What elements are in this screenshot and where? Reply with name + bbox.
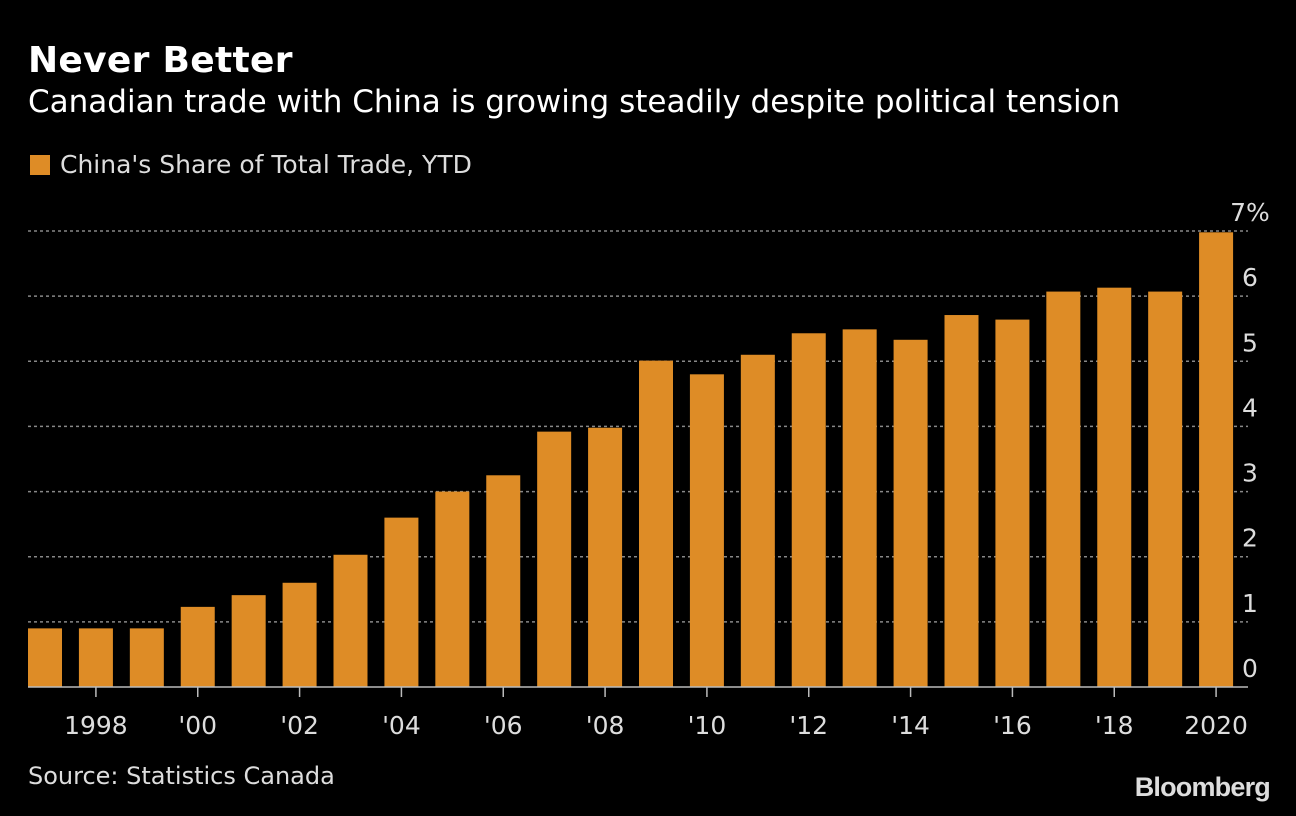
- bar: [689, 374, 724, 687]
- bar: [435, 491, 470, 687]
- bar: [1097, 287, 1132, 687]
- x-tick-label: '04: [382, 711, 421, 740]
- y-tick-label: 3: [1242, 459, 1258, 488]
- x-tick-label: '16: [993, 711, 1032, 740]
- x-tick-label: '10: [688, 711, 727, 740]
- y-tick-label: 5: [1242, 328, 1258, 357]
- bloomberg-logo: Bloomberg: [1134, 772, 1271, 802]
- bar: [333, 554, 368, 687]
- bar: [944, 315, 979, 687]
- x-tick-label: '08: [586, 711, 625, 740]
- bar: [231, 595, 266, 687]
- chart-title: Never Better: [28, 40, 293, 81]
- source-note: Source: Statistics Canada: [28, 762, 335, 790]
- bar: [1046, 291, 1081, 687]
- bar: [791, 333, 826, 687]
- bar: [282, 582, 317, 687]
- y-tick-label: 4: [1242, 393, 1258, 422]
- y-tick-label: 2: [1242, 524, 1258, 553]
- legend: China's Share of Total Trade, YTD: [30, 150, 472, 179]
- bar: [129, 628, 164, 687]
- bar: [537, 431, 572, 687]
- y-tick-label: 0: [1242, 654, 1258, 683]
- x-tick-label: 1998: [64, 711, 128, 740]
- bar: [1199, 232, 1234, 687]
- x-tick-label: 2020: [1184, 711, 1248, 740]
- legend-label: China's Share of Total Trade, YTD: [60, 150, 472, 179]
- bar: [384, 517, 419, 687]
- y-tick-label: 7%: [1230, 198, 1270, 227]
- bar: [842, 329, 877, 687]
- x-tick-label: '06: [484, 711, 523, 740]
- legend-swatch: [30, 154, 50, 175]
- bar: [28, 628, 62, 687]
- x-tick-label: '00: [178, 711, 217, 740]
- bar: [995, 319, 1030, 687]
- y-tick-label: 6: [1242, 263, 1258, 292]
- bar: [1148, 291, 1183, 687]
- bar: [639, 360, 673, 687]
- bar: [180, 606, 215, 687]
- bar: [588, 427, 623, 687]
- bar: [740, 354, 775, 687]
- x-tick-label: '14: [891, 711, 930, 740]
- bar: [893, 339, 928, 687]
- y-tick-label: 1: [1242, 589, 1258, 618]
- x-tick-label: '18: [1095, 711, 1134, 740]
- bar: [78, 628, 113, 687]
- chart-subtitle: Canadian trade with China is growing ste…: [28, 84, 1121, 120]
- bar: [486, 475, 521, 687]
- x-tick-label: '12: [789, 711, 828, 740]
- x-tick-label: '02: [280, 711, 319, 740]
